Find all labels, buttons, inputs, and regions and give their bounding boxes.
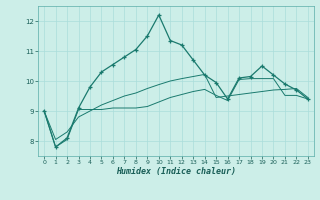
X-axis label: Humidex (Indice chaleur): Humidex (Indice chaleur) bbox=[116, 167, 236, 176]
